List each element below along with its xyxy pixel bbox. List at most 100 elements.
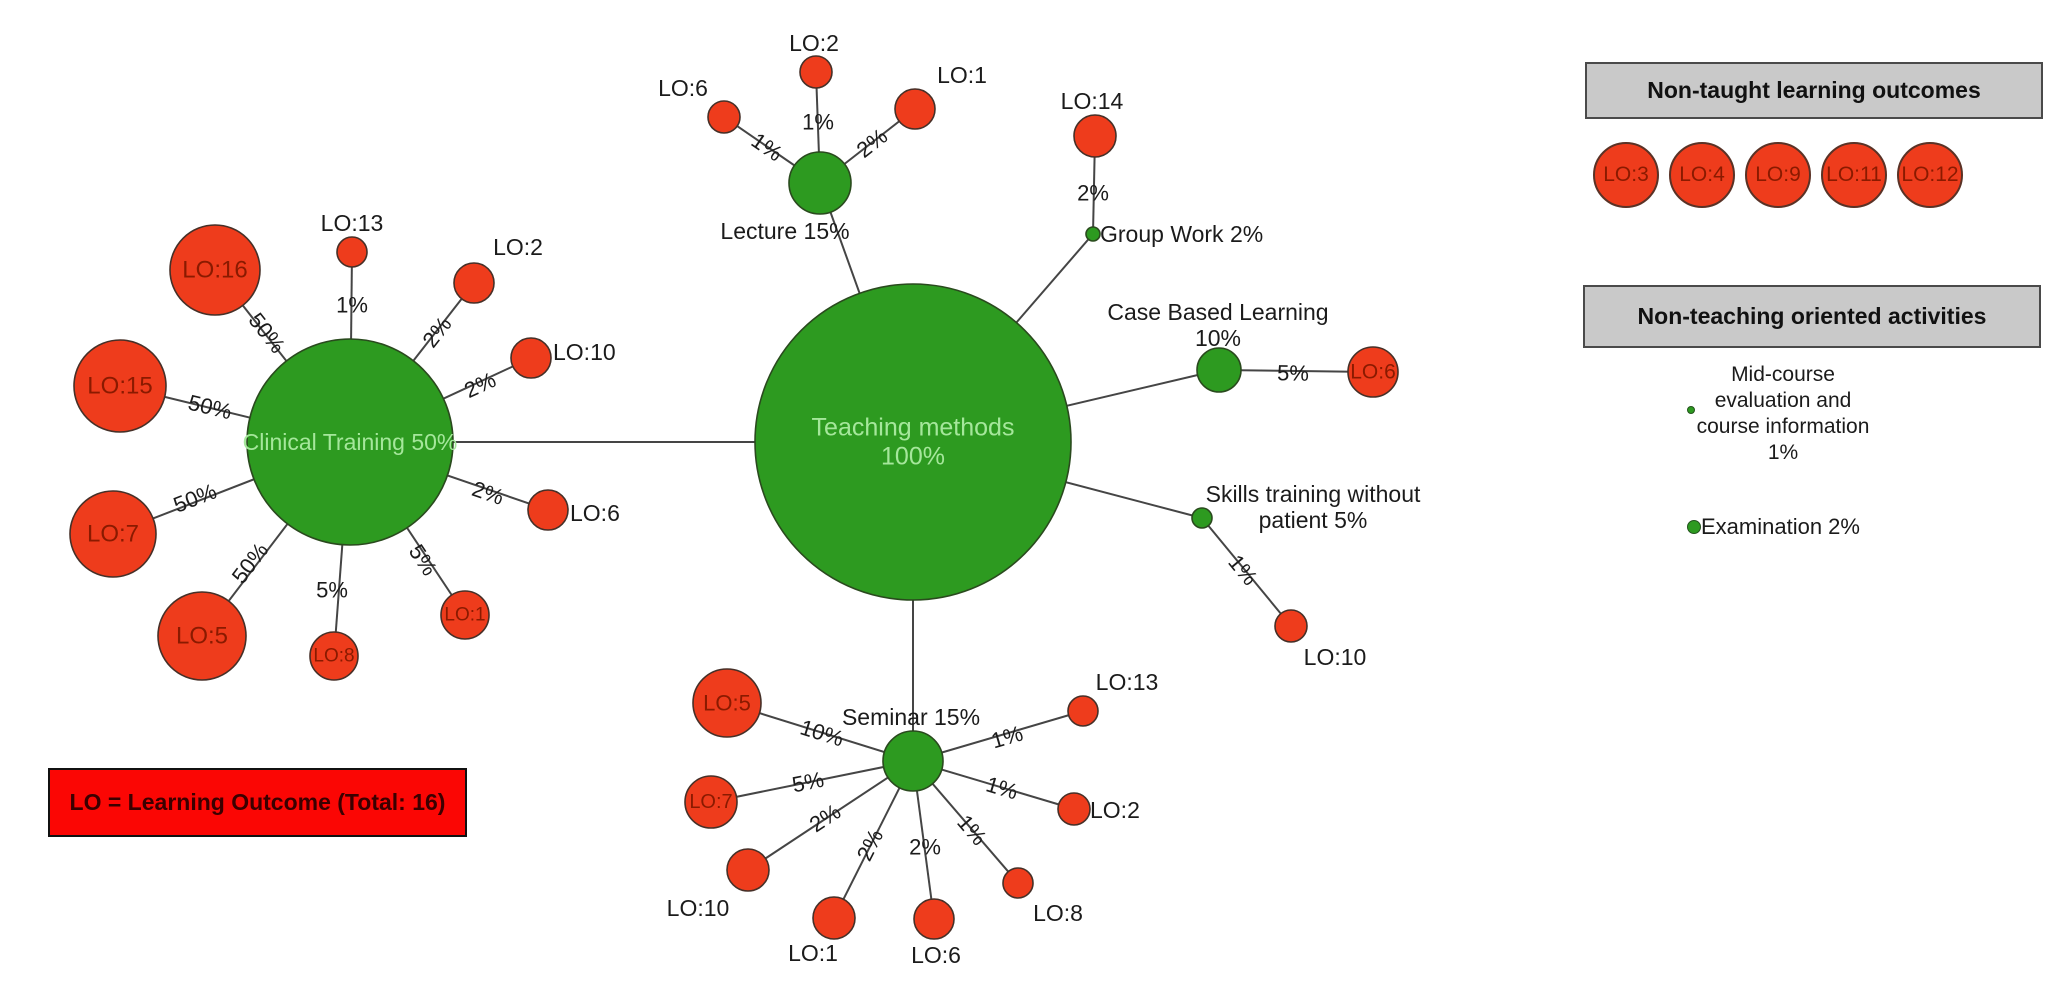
clinical-lo6-label: LO:6 [570,500,620,526]
non-taught-lo-circle: LO:11 [1821,142,1887,208]
non-taught-lo-row: LO:3 LO:4 LO:9 LO:11 LO:12 [1593,142,1963,208]
edge-label-seminar-s13: 1% [988,721,1026,754]
node-label-teaching: 100% [881,442,945,470]
edge-label-clinical-c7: 50% [170,478,220,517]
edge-label-clinical-c5: 50% [227,538,274,588]
edge-label-clinical-c6: 2% [469,476,507,510]
seminar-lo8-label: LO:8 [1033,900,1083,926]
edge-label-seminar-s1: 2% [852,825,889,865]
midcourse-text-block: Mid-course evaluation and course informa… [1658,362,1908,466]
node-casebased [1196,347,1242,393]
legend-label: LO = Learning Outcome (Total: 16) [69,789,446,815]
non-teaching-panel-header: Non-teaching oriented activities [1583,285,2041,348]
node-c7 [69,490,157,578]
node-c8 [309,631,359,681]
edge-skills-k10 [1201,517,1292,627]
node-s13 [1067,695,1099,727]
edge-label-seminar-s5: 10% [797,715,846,752]
edge-label-clinical-c2: 2% [417,312,456,352]
edge-label-lecture-l2: 1% [802,110,834,135]
clinical-lo10-label: LO:10 [553,339,616,365]
edge-label-groupwork-g14: 2% [1077,181,1109,206]
midcourse-line-3: course information [1696,415,1870,438]
non-taught-lo-circle: LO:3 [1593,142,1659,208]
midcourse-line-1: Mid-course [1731,363,1835,386]
node-groupwork [1085,226,1101,242]
casebased-label: Case Based Learning [1107,299,1328,325]
non-taught-panel-title: Non-taught learning outcomes [1647,77,1981,103]
node-s8 [1002,867,1034,899]
node-label-c15: LO:15 [87,373,152,400]
midcourse-line-2: evaluation and [1714,389,1852,412]
skills-label-line2: patient 5% [1259,507,1368,533]
edge-label-clinical-c13: 1% [336,293,368,318]
lecture-lo1-label: LO:1 [937,62,987,88]
node-label-s7: LO:7 [689,791,732,813]
non-teaching-panel-title: Non-teaching oriented activities [1637,303,1987,329]
node-l1 [894,88,936,130]
non-taught-lo-circle: LO:4 [1669,142,1735,208]
non-taught-lo-circle: LO:12 [1897,142,1963,208]
node-s5 [692,668,762,738]
edge-seminar-s10 [747,760,914,871]
examination-dot-icon [1687,520,1701,534]
node-s7 [684,775,738,829]
seminar-lo10-label: LO:10 [667,895,730,921]
node-label-clinical: Clinical Training 50% [243,429,458,455]
casebased-percent: 10% [1195,325,1241,351]
edge-label-lecture-l6: 1% [747,128,787,167]
edge-label-clinical-c10: 2% [460,367,499,403]
lecture-lo6-label: LO:6 [658,75,708,101]
node-l6 [707,100,741,134]
node-label-c16: LO:16 [182,257,247,284]
non-taught-panel-header: Non-taught learning outcomes [1585,62,2043,119]
node-label-b6: LO:6 [1350,361,1396,384]
node-c5 [157,591,247,681]
midcourse-line-4: 1% [1767,441,1799,464]
node-b6 [1347,346,1399,398]
examination-label: Examination 2% [1701,514,1860,539]
edge-label-clinical-c1: 5% [404,540,442,580]
edge-label-casebased-b6: 5% [1277,360,1309,385]
node-c16 [169,224,261,316]
edge-label-seminar-s6: 2% [909,835,941,860]
node-c6 [527,489,569,531]
skills-lo10-label: LO:10 [1304,644,1367,670]
edge-label-lecture-l1: 2% [852,123,892,162]
non-taught-lo-circle: LO:9 [1745,142,1811,208]
seminar-lo6-label: LO:6 [911,942,961,968]
node-skills [1191,507,1213,529]
seminar-label: Seminar 15% [842,704,980,730]
node-l2 [799,55,833,89]
edge-label-seminar-s10: 2% [805,799,845,837]
lecture-lo2-label: LO:2 [789,30,839,56]
node-label-c1: LO:1 [444,605,485,626]
node-c1 [440,590,490,640]
node-g14 [1073,114,1117,158]
node-clinical [246,338,454,546]
node-c10 [510,337,552,379]
node-c2 [453,262,495,304]
seminar-lo1-label: LO:1 [788,940,838,966]
node-c15 [73,339,167,433]
node-s10 [726,848,770,892]
edge-seminar-s7 [710,760,914,803]
clinical-lo13-label: LO:13 [321,210,384,236]
lecture-label: Lecture 15% [720,218,849,244]
groupwork-label: Group Work 2% [1100,221,1263,247]
edge-label-clinical-c8: 5% [316,578,348,603]
legend-box: LO = Learning Outcome (Total: 16) [48,768,467,837]
skills-label-line1: Skills training without [1206,481,1421,507]
node-label-c8: LO:8 [313,646,354,667]
node-s6 [913,898,955,940]
node-label-c7: LO:7 [87,521,139,548]
edge-label-seminar-s2: 1% [983,771,1021,804]
node-label-c5: LO:5 [176,623,228,650]
midcourse-dot-icon [1687,406,1695,414]
edge-label-seminar-s8: 1% [952,810,992,850]
seminar-lo2-label: LO:2 [1090,797,1140,823]
groupwork-lo14-label: LO:14 [1061,88,1124,114]
node-teaching [754,283,1072,601]
node-label-s5: LO:5 [703,691,751,716]
